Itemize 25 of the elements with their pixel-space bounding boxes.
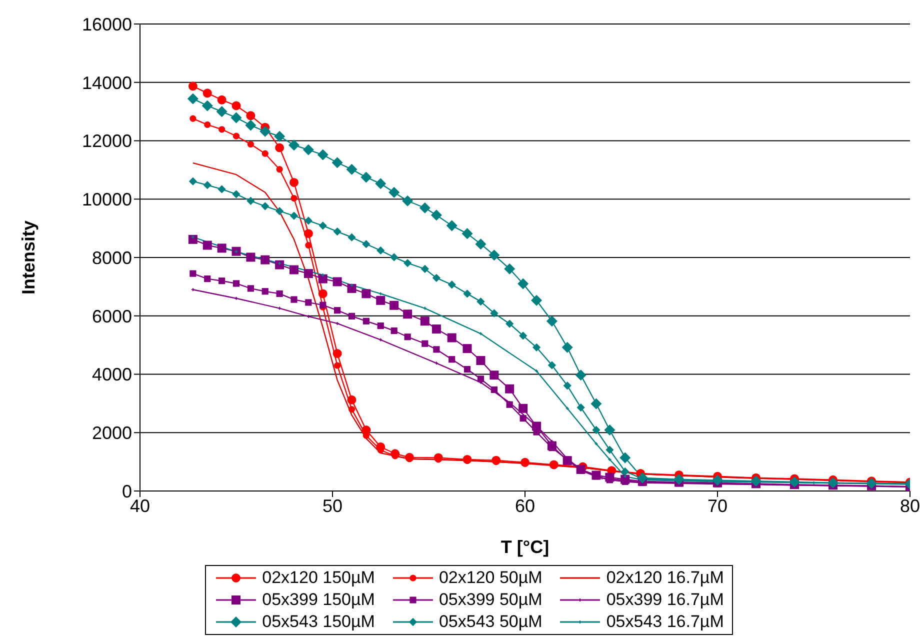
legend-label: 05x543 50µM bbox=[438, 612, 542, 632]
legend-label: 05x399 50µM bbox=[438, 590, 542, 610]
x-tick-label: 40 bbox=[130, 496, 150, 516]
y-tick-label: 4000 bbox=[92, 364, 132, 385]
y-tick-label: 16000 bbox=[82, 14, 132, 34]
legend-label: 02x120 16.7µM bbox=[606, 568, 724, 588]
x-tick-label: 60 bbox=[514, 496, 536, 516]
legend-label: 05x399 16.7µM bbox=[606, 590, 724, 610]
legend-label: 05x543 16.7µM bbox=[606, 612, 724, 632]
y-tick-label: 2000 bbox=[92, 423, 132, 444]
x-tick-label: 70 bbox=[707, 496, 728, 516]
x-axis-title: T [°C] bbox=[500, 537, 550, 557]
legend-label: 05x399 150µM bbox=[262, 590, 375, 610]
y-tick-label: 6000 bbox=[92, 306, 132, 326]
y-tick-label: 10000 bbox=[82, 190, 132, 210]
y-tick-label: 8000 bbox=[92, 248, 132, 268]
y-tick-label: 12000 bbox=[82, 131, 132, 152]
legend-label: 02x120 50µM bbox=[438, 568, 542, 588]
y-tick-label: 14000 bbox=[82, 72, 132, 93]
legend-label: 05x543 150µM bbox=[262, 612, 375, 632]
x-tick-label: 50 bbox=[322, 496, 343, 516]
y-tick-label: 0 bbox=[122, 481, 132, 502]
x-tick-label: 80 bbox=[900, 496, 920, 516]
y-axis-title: Intensity bbox=[18, 220, 38, 295]
legend-label: 02x120 150µM bbox=[262, 568, 375, 588]
